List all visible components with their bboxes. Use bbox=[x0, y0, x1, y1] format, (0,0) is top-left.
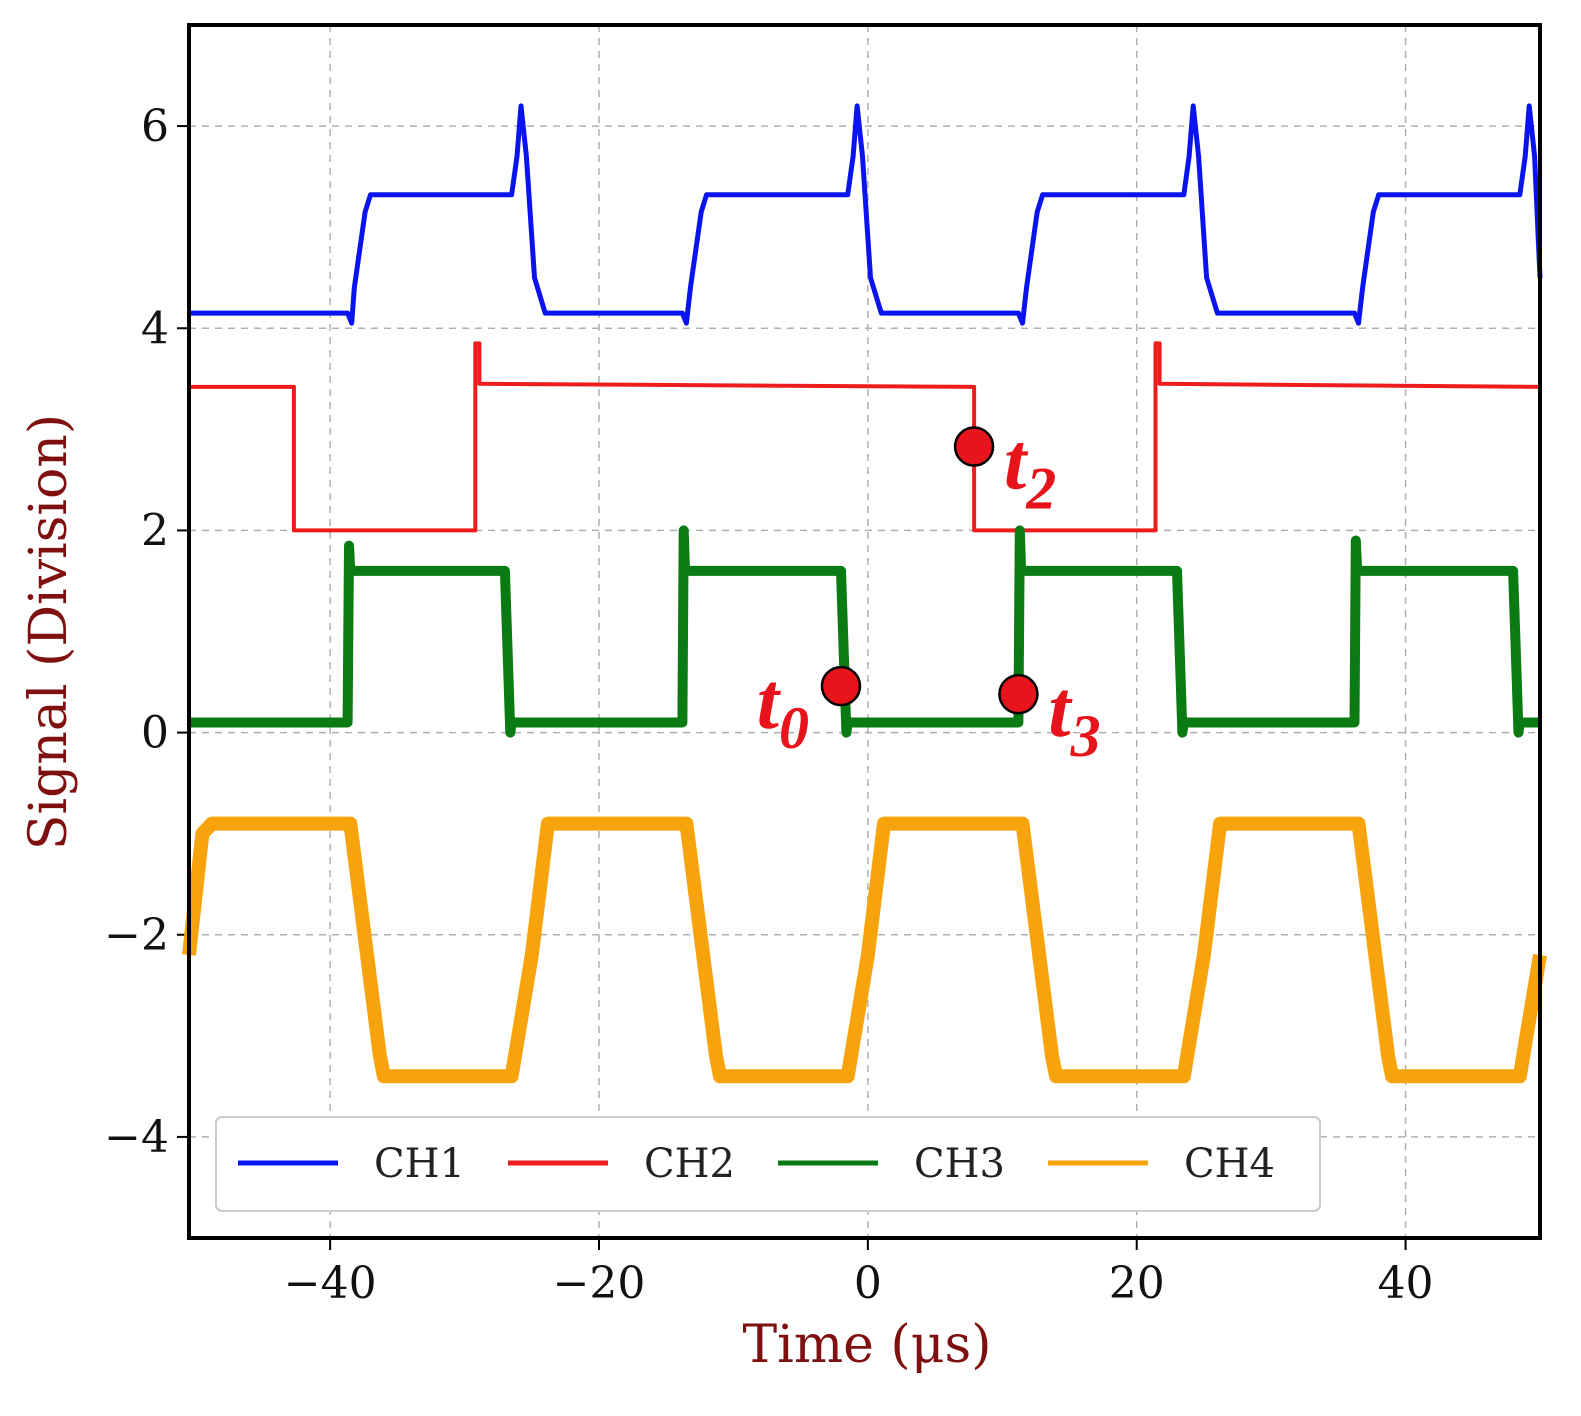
y-tick-label: 0 bbox=[141, 708, 169, 759]
y-tick-label: −2 bbox=[104, 910, 169, 961]
y-tick-label: 6 bbox=[141, 101, 169, 152]
marker-t0-label: t0 bbox=[757, 658, 809, 761]
x-tick-label: 20 bbox=[1109, 1258, 1165, 1309]
marker-t3-label: t3 bbox=[1048, 666, 1100, 769]
y-tick-label: 2 bbox=[141, 505, 169, 556]
event-markers: t0 t2 t3 bbox=[757, 419, 1101, 770]
series-ch1-line bbox=[189, 103, 1543, 326]
legend-ch3-label: CH3 bbox=[914, 1141, 1005, 1187]
marker-t2-label: t2 bbox=[1004, 419, 1056, 522]
legend-ch2-label: CH2 bbox=[644, 1141, 735, 1187]
y-tick-label: −4 bbox=[104, 1112, 169, 1163]
x-tick-label: 40 bbox=[1378, 1258, 1434, 1309]
marker-t2-dot bbox=[953, 426, 995, 467]
legend: CH1 CH2 CH3 CH4 bbox=[215, 1116, 1321, 1212]
x-tick-label: 0 bbox=[854, 1258, 882, 1309]
legend-ch4-label: CH4 bbox=[1184, 1141, 1275, 1187]
x-tick-label: −40 bbox=[284, 1258, 377, 1309]
x-axis-label: Time (μs) bbox=[743, 1315, 992, 1375]
series-layer bbox=[182, 103, 1547, 1084]
plot-background bbox=[189, 25, 1540, 1238]
series-ch4-line bbox=[182, 816, 1547, 1084]
y-tick-label: 4 bbox=[141, 303, 169, 354]
series-ch3-line bbox=[189, 525, 1540, 738]
plot-frame bbox=[187, 23, 1542, 1240]
y-axis-label: Signal (Division) bbox=[19, 414, 79, 850]
legend-box bbox=[215, 1116, 1321, 1212]
x-tick-label: −20 bbox=[553, 1258, 646, 1309]
series-ch2-line bbox=[189, 341, 1541, 533]
marker-t3-dot bbox=[998, 673, 1039, 715]
marker-t0-dot bbox=[820, 665, 862, 707]
legend-ch1-label: CH1 bbox=[374, 1141, 465, 1187]
